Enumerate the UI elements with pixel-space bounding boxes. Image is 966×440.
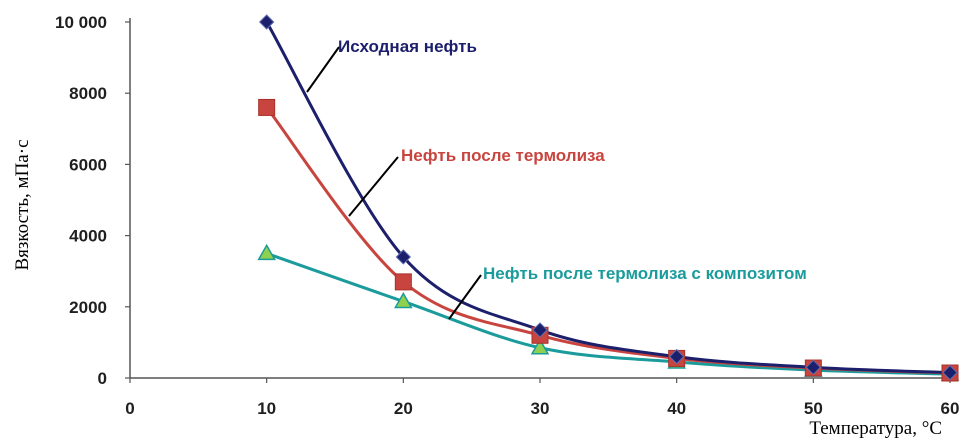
data-point-series-0 [258,14,275,30]
callout-line-1 [348,156,399,217]
y-tick-label: 8000 [69,84,107,103]
y-axis-title: Вязкость, мПа·с [12,140,33,271]
data-point-series-0 [532,322,548,338]
series-label-0: Исходная нефть [338,37,477,56]
x-axis-title: Температура, °C [809,418,942,439]
data-point-series-0 [395,249,412,265]
data-point-series-0 [942,364,958,381]
data-point-series-2 [394,291,413,309]
x-tick-label: 10 [257,399,276,418]
markers [257,14,960,382]
series-line-1 [265,106,951,375]
callout-line-2 [448,274,482,320]
y-tick-label: 0 [98,369,107,388]
data-point-series-2 [257,243,276,261]
series-line-0 [265,21,951,375]
y-tick-label: 6000 [69,155,107,174]
y-tick-label: 10 000 [55,13,107,32]
x-tick-label: 20 [394,399,413,418]
series-label-2: Нефть после термолиза с композитом [483,264,807,283]
x-tick-label: 0 [125,399,134,418]
x-tick-label: 30 [531,399,550,418]
x-tick-label: 40 [667,399,686,418]
series-line-2 [266,251,951,376]
y-tick-label: 2000 [69,298,107,317]
y-tick-label: 4000 [69,227,107,246]
series-lines [265,21,951,376]
data-point-series-2 [530,338,550,355]
callout-line-0 [306,46,340,93]
x-tick-label: 60 [941,399,960,418]
series-callouts: Исходная нефть Нефть после термолиза Нефть… [306,37,807,320]
data-point-series-0 [805,359,822,376]
series-label-1: Нефть после термолиза [401,146,605,165]
data-point-series-1 [394,273,412,291]
data-point-series-0 [668,348,685,365]
axes: 0 10 20 30 40 50 60 0 2000 4000 6000 8000 10 000 [55,13,959,418]
data-point-series-1 [258,98,276,116]
x-tick-label: 50 [804,399,823,418]
